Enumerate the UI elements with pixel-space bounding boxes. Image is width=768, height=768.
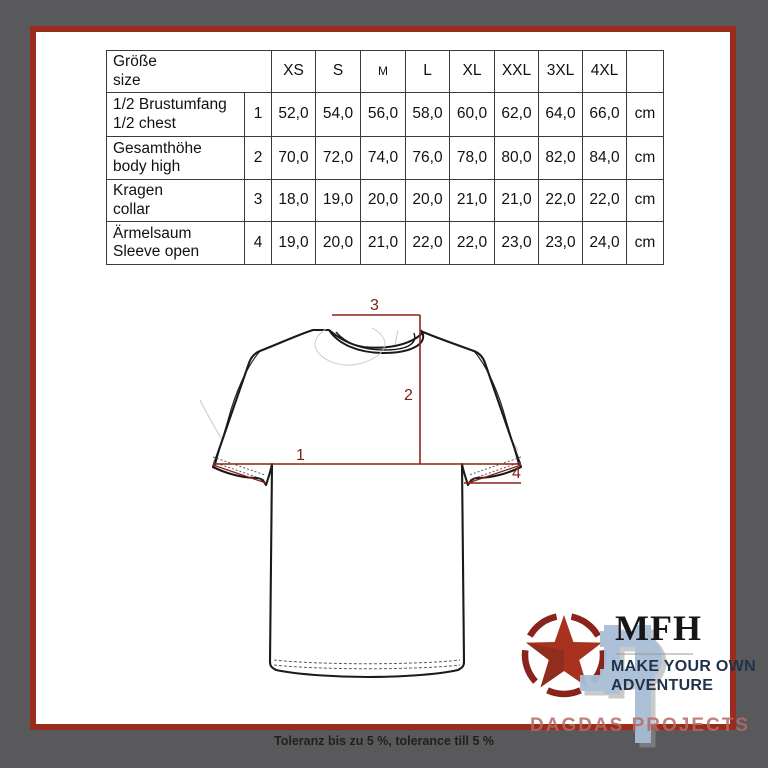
svg-text:ADVENTURE: ADVENTURE [611,677,713,694]
svg-text:DAGDAS PROJECTS: DAGDAS PROJECTS [530,715,750,736]
svg-text:MAKE YOUR OWN: MAKE YOUR OWN [611,658,756,675]
svg-text:MFH: MFH [615,608,702,648]
